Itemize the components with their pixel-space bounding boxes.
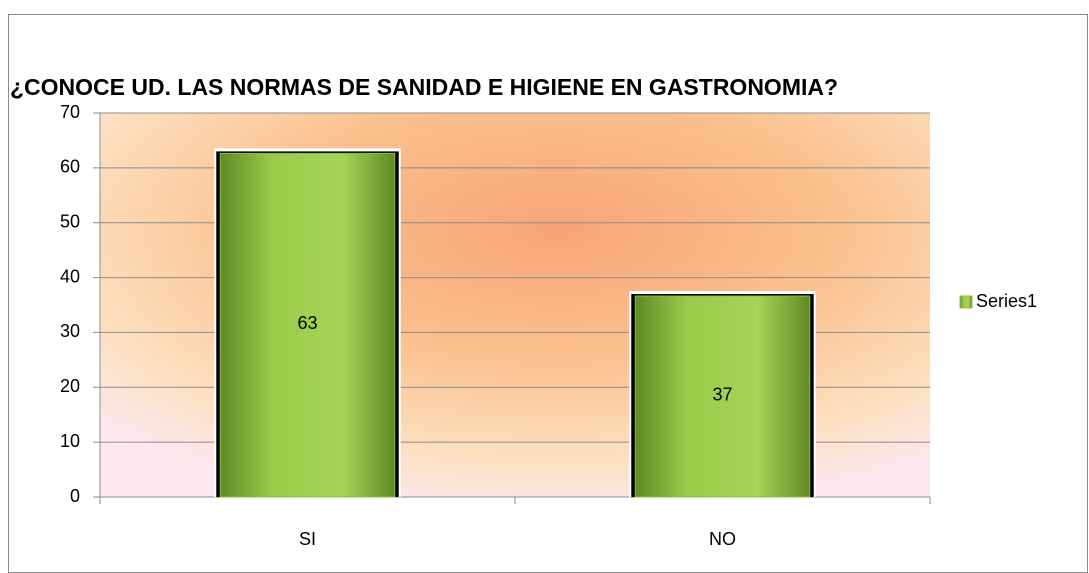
y-tick-label: 20 — [60, 376, 80, 396]
y-tick-label: 30 — [60, 321, 80, 341]
bar-group: 63 — [214, 148, 401, 498]
y-tick-label: 60 — [60, 157, 80, 177]
y-tick-label: 70 — [60, 102, 80, 122]
bar — [219, 152, 396, 498]
bars: 63 37 — [214, 148, 816, 498]
y-tick-label: 40 — [60, 266, 80, 286]
data-label: 37 — [712, 384, 732, 404]
bar — [634, 295, 811, 498]
y-tick-label: 50 — [60, 211, 80, 231]
y-tick-label: 0 — [70, 486, 80, 506]
legend-swatch — [959, 295, 973, 309]
data-label: 63 — [297, 313, 317, 333]
bar-group: 37 — [629, 291, 816, 498]
legend-label: Series1 — [976, 291, 1037, 311]
x-tick-label: NO — [709, 529, 736, 549]
chart-title: ¿CONOCE UD. LAS NORMAS DE SANIDAD E HIGI… — [10, 74, 838, 100]
y-tick-label: 10 — [60, 431, 80, 451]
x-tick-label: SI — [299, 529, 316, 549]
